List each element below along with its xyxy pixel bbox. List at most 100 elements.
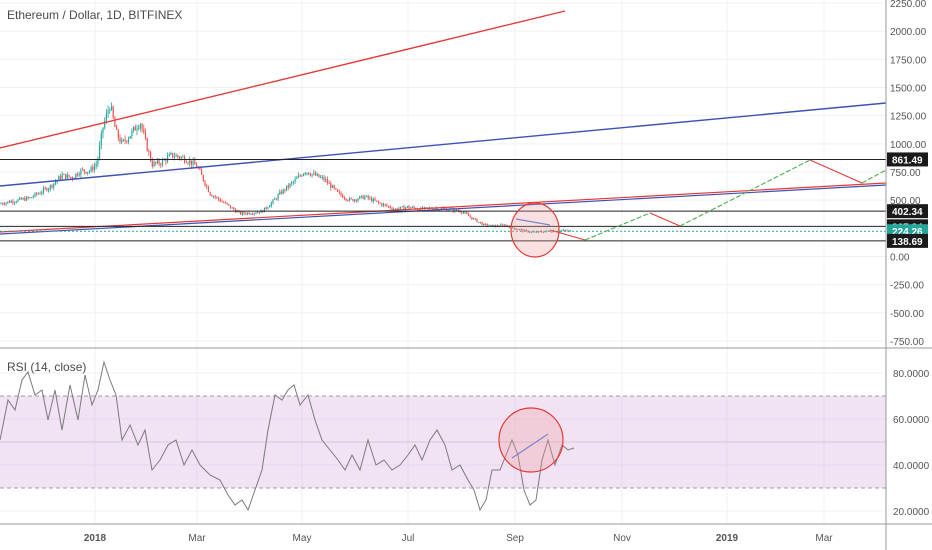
candle-body <box>503 224 505 226</box>
candle-body <box>478 221 480 223</box>
candle-body <box>323 177 325 181</box>
candle-body <box>408 206 410 208</box>
candle-body <box>17 199 19 202</box>
candle-body <box>272 199 274 203</box>
candle-body <box>144 132 147 139</box>
candle-body <box>252 213 254 215</box>
candle-body <box>22 198 24 200</box>
candle-body <box>163 159 165 161</box>
candle-body <box>546 230 548 232</box>
candle-body <box>107 111 109 114</box>
candle-body <box>236 211 238 213</box>
candle-body <box>207 186 209 192</box>
candle-body <box>352 198 354 202</box>
price-tick-label: -750.00 <box>890 337 924 348</box>
candle-body <box>146 138 148 152</box>
rsi-tick-label: 60.0000 <box>893 415 930 426</box>
candle-body <box>143 129 145 133</box>
candle-body <box>66 174 68 179</box>
candle-body <box>466 212 468 214</box>
candle-body <box>539 231 541 233</box>
candle-body <box>124 139 126 142</box>
candle-body <box>360 195 362 197</box>
candle-body <box>435 208 437 210</box>
price-arrow-annotation <box>515 218 551 226</box>
candle-body <box>389 206 391 209</box>
candle-body <box>396 208 398 210</box>
rsi-tick-label: 80.0000 <box>893 369 930 380</box>
candle-body <box>192 160 194 165</box>
candle-body <box>481 222 483 225</box>
x-tick-label: May <box>293 533 312 544</box>
candle-body <box>12 201 14 203</box>
candle-body <box>241 212 243 215</box>
candle-body <box>240 211 242 215</box>
x-tick-label: 2018 <box>84 533 107 544</box>
candle-body <box>112 106 114 118</box>
candle-body <box>44 188 46 190</box>
candle-body <box>129 136 131 139</box>
price-tick-label: 750.00 <box>890 168 921 179</box>
candle-body <box>36 193 38 195</box>
candle-body <box>386 204 388 207</box>
candle-body <box>467 213 470 216</box>
candle-body <box>116 127 118 130</box>
candle-body <box>311 174 313 176</box>
candle-body <box>379 202 381 204</box>
rsi-line <box>0 360 575 512</box>
candle-body <box>8 201 11 203</box>
candle-body <box>566 230 568 232</box>
candle-body <box>189 160 191 164</box>
candle-body <box>381 203 383 206</box>
candle-body <box>411 206 413 208</box>
price-tick-label: 1500.00 <box>890 84 927 95</box>
chart-title: Ethereum / Dollar, 1D, BITFINEX <box>7 8 183 22</box>
candle-body <box>245 213 247 215</box>
x-tick-label: Mar <box>815 533 833 544</box>
candle-body <box>263 207 266 213</box>
candle-body <box>104 120 106 128</box>
candle-body <box>405 207 407 210</box>
candle-body <box>343 197 345 199</box>
candle-body <box>206 185 208 187</box>
candle-body <box>522 229 524 232</box>
candle-body <box>126 141 128 143</box>
candle-body <box>275 198 277 200</box>
candle-body <box>542 231 544 233</box>
candle-body <box>78 174 80 176</box>
candle-body <box>155 161 157 164</box>
candle-body <box>153 161 155 167</box>
candle-body <box>534 231 536 233</box>
candle-body <box>3 203 5 205</box>
price-label-box <box>887 233 928 248</box>
candle-body <box>444 208 446 210</box>
candle-body <box>180 157 182 159</box>
candle-body <box>394 208 396 210</box>
candle-body <box>63 173 65 175</box>
candle-body <box>178 156 181 159</box>
candle-body <box>136 128 138 131</box>
rsi-title: RSI (14, close) <box>7 360 87 374</box>
candle-body <box>201 169 203 175</box>
candle-body <box>340 192 342 196</box>
candle-body <box>367 195 369 199</box>
candle-body <box>172 153 174 158</box>
candle-body <box>25 197 28 201</box>
candle-body <box>355 199 357 201</box>
candle-body <box>282 189 284 194</box>
candle-body <box>173 156 175 158</box>
candle-body <box>248 212 250 215</box>
candle-body <box>437 208 439 210</box>
candle-body <box>331 185 334 188</box>
candle-body <box>34 193 36 197</box>
candle-body <box>294 178 296 182</box>
price-tick-label: -500.00 <box>890 309 924 320</box>
candle-body <box>440 208 442 210</box>
candle-body <box>374 198 376 201</box>
candle-body <box>399 206 402 209</box>
x-tick-label: 2019 <box>716 533 739 544</box>
candle-body <box>316 174 318 176</box>
candle-body <box>185 161 187 163</box>
candle-body <box>10 201 12 203</box>
candle-body <box>167 156 169 162</box>
